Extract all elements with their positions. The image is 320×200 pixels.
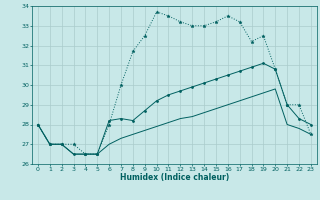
X-axis label: Humidex (Indice chaleur): Humidex (Indice chaleur) bbox=[120, 173, 229, 182]
